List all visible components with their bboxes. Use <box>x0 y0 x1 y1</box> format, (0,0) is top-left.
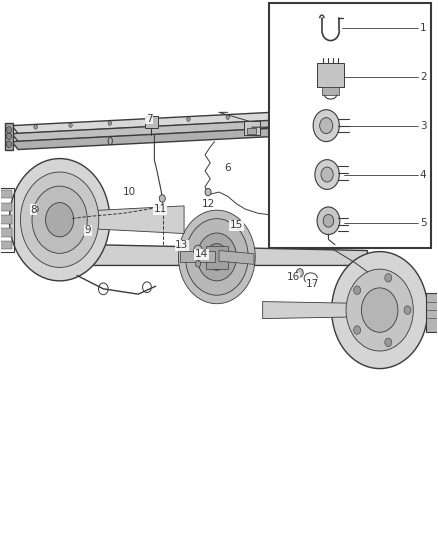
Circle shape <box>159 195 165 202</box>
Text: 14: 14 <box>195 249 208 259</box>
Text: 15: 15 <box>230 220 243 230</box>
Text: 11: 11 <box>153 204 167 214</box>
Text: 12: 12 <box>201 199 215 209</box>
Circle shape <box>148 119 151 123</box>
Circle shape <box>10 159 110 281</box>
Polygon shape <box>263 302 380 319</box>
Polygon shape <box>426 293 438 333</box>
Text: 17: 17 <box>306 279 319 288</box>
Circle shape <box>33 206 38 212</box>
Polygon shape <box>180 251 215 262</box>
Text: 0: 0 <box>106 136 113 147</box>
Polygon shape <box>0 241 12 249</box>
Circle shape <box>7 133 12 140</box>
Polygon shape <box>0 203 12 211</box>
Circle shape <box>185 219 248 295</box>
Text: 7: 7 <box>146 114 152 124</box>
Polygon shape <box>12 112 278 134</box>
Circle shape <box>194 245 202 256</box>
Circle shape <box>361 288 398 332</box>
Circle shape <box>353 326 360 334</box>
Polygon shape <box>206 246 228 269</box>
Text: 10: 10 <box>123 187 136 197</box>
Text: 6: 6 <box>224 163 231 173</box>
Polygon shape <box>322 87 339 95</box>
Polygon shape <box>0 215 12 224</box>
Text: 1: 1 <box>420 23 427 33</box>
Circle shape <box>296 269 303 277</box>
Circle shape <box>7 127 12 133</box>
Circle shape <box>46 203 74 237</box>
Text: 9: 9 <box>85 225 92 236</box>
Polygon shape <box>145 116 158 128</box>
Circle shape <box>187 117 190 122</box>
Text: 16: 16 <box>286 272 300 282</box>
Circle shape <box>385 338 392 346</box>
Text: 2: 2 <box>420 72 427 82</box>
Circle shape <box>206 244 228 270</box>
Circle shape <box>226 115 230 119</box>
Circle shape <box>320 118 333 134</box>
Circle shape <box>197 233 237 281</box>
Circle shape <box>323 214 334 227</box>
Circle shape <box>34 125 37 129</box>
Circle shape <box>21 172 99 268</box>
Circle shape <box>69 123 72 127</box>
Polygon shape <box>12 128 278 150</box>
Circle shape <box>321 167 333 182</box>
Text: 3: 3 <box>420 120 427 131</box>
Circle shape <box>205 188 211 196</box>
Polygon shape <box>244 122 260 135</box>
Text: 13: 13 <box>175 240 188 250</box>
Circle shape <box>353 286 360 294</box>
Polygon shape <box>318 63 344 87</box>
Polygon shape <box>60 206 184 233</box>
Text: 4: 4 <box>420 169 427 180</box>
Circle shape <box>7 141 12 148</box>
Circle shape <box>346 269 413 351</box>
Circle shape <box>108 121 112 125</box>
Circle shape <box>404 306 411 314</box>
Circle shape <box>313 110 339 142</box>
Circle shape <box>385 273 392 282</box>
Polygon shape <box>247 128 256 134</box>
Polygon shape <box>219 251 254 264</box>
Polygon shape <box>0 190 12 198</box>
Polygon shape <box>0 228 12 237</box>
Circle shape <box>317 207 340 235</box>
Circle shape <box>195 261 201 267</box>
Circle shape <box>32 186 87 253</box>
Text: 8: 8 <box>30 205 37 215</box>
Circle shape <box>178 210 255 304</box>
Polygon shape <box>68 244 367 265</box>
Text: 5: 5 <box>420 219 427 229</box>
Circle shape <box>332 252 427 368</box>
Bar <box>269 3 431 248</box>
Polygon shape <box>5 123 13 150</box>
Circle shape <box>315 160 339 189</box>
Polygon shape <box>12 120 278 142</box>
